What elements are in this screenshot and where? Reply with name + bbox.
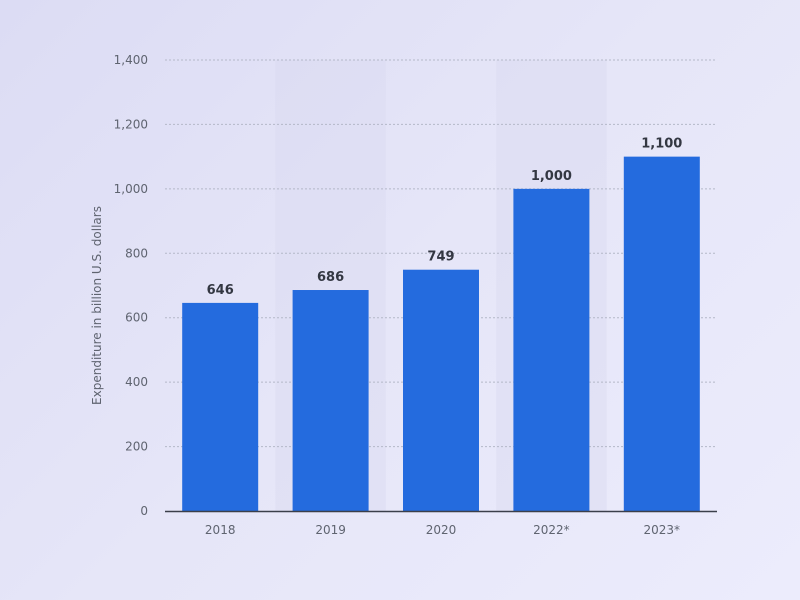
y-axis-ticks: 0 200 400 600 800 1,000 1,200 1,400 (114, 53, 148, 518)
y-tick-label: 800 (125, 246, 148, 260)
bar (403, 269, 479, 511)
bar-value-label: 686 (317, 270, 344, 285)
y-tick-label: 200 (125, 440, 148, 454)
y-tick-label: 0 (140, 504, 148, 518)
bar-value-label: 1,100 (641, 137, 682, 152)
bar (182, 302, 259, 511)
bar (623, 156, 700, 511)
y-tick-label: 1,200 (114, 117, 148, 131)
y-tick-label: 1,000 (114, 182, 148, 196)
x-tick-label: 2023* (644, 523, 681, 537)
bar-value-label: 646 (207, 283, 234, 298)
y-tick-label: 600 (125, 311, 148, 325)
y-tick-label: 1,400 (114, 53, 148, 67)
x-tick-label: 2019 (315, 523, 346, 537)
bar-value-label: 1,000 (531, 169, 572, 184)
bar-value-label: 749 (427, 250, 454, 265)
bar (292, 290, 369, 511)
bar (513, 188, 590, 511)
y-axis-title: Expenditure in billion U.S. dollars (90, 206, 104, 405)
bars: 646 686 749 1,000 1,100 (182, 137, 700, 511)
x-tick-label: 2018 (205, 523, 236, 537)
x-tick-label: 2020 (426, 523, 457, 537)
x-tick-label: 2022* (533, 523, 570, 537)
x-axis-ticks: 2018 2019 2020 2022* 2023* (205, 523, 680, 537)
y-tick-label: 400 (125, 375, 148, 389)
